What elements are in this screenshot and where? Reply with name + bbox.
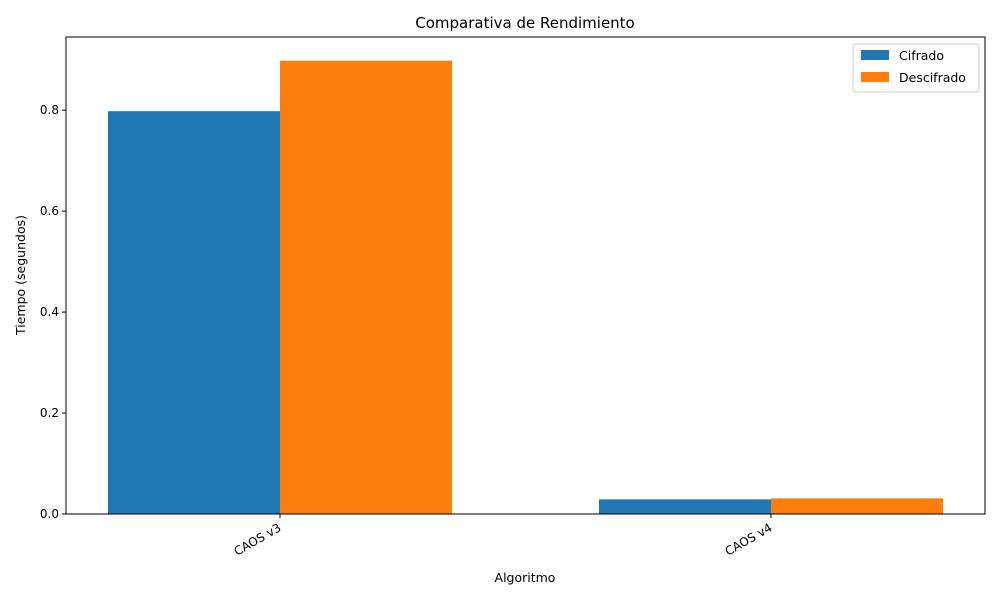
y-tick-label: 0.4 (40, 305, 59, 319)
bar-descifrado-caos-v4 (771, 498, 943, 514)
plot-frame (65, 36, 986, 515)
legend-swatch-cifrado (861, 50, 889, 60)
bar-descifrado-caos-v3 (280, 60, 452, 514)
y-axis-label: Tiempo (segundos) (13, 215, 28, 336)
y-tick-label: 0.0 (40, 507, 59, 521)
x-axis-label: Algoritmo (495, 570, 556, 585)
legend-swatch-descifrado (861, 72, 889, 82)
y-ticks: 0.0 0.2 0.4 0.6 0.8 (40, 103, 66, 521)
y-tick-label: 0.2 (40, 406, 59, 420)
x-tick-label: CAOS v3 (231, 520, 283, 558)
chart-title: Comparativa de Rendimiento (415, 14, 635, 32)
x-tick-label: CAOS v4 (722, 520, 774, 558)
bar-cifrado-caos-v3 (108, 111, 280, 514)
legend: Cifrado Descifrado (852, 43, 980, 93)
y-tick-label: 0.8 (40, 103, 59, 117)
bar-cifrado-caos-v4 (599, 499, 771, 514)
axes-group (65, 36, 986, 515)
x-ticks: CAOS v3 CAOS v4 (231, 514, 775, 559)
y-tick-label: 0.6 (40, 204, 59, 218)
legend-label-descifrado: Descifrado (899, 70, 966, 85)
legend-label-cifrado: Cifrado (899, 48, 944, 63)
bars-group (108, 60, 943, 514)
